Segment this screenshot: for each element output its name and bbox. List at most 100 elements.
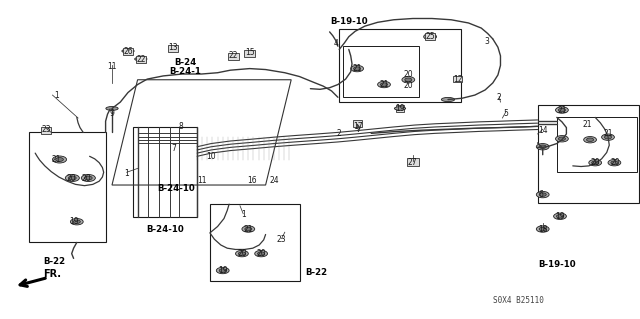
Text: 19: 19: [218, 266, 228, 275]
Circle shape: [378, 81, 390, 88]
Circle shape: [605, 135, 612, 139]
Circle shape: [558, 108, 566, 112]
Circle shape: [239, 252, 246, 256]
Bar: [407, 158, 419, 166]
Circle shape: [84, 176, 92, 180]
Text: 21: 21: [583, 120, 592, 129]
Circle shape: [351, 65, 364, 72]
Circle shape: [584, 137, 596, 143]
Bar: [244, 50, 255, 57]
Circle shape: [73, 220, 81, 223]
Text: 11: 11: [108, 63, 116, 71]
Bar: [41, 127, 51, 134]
Circle shape: [608, 160, 621, 166]
Text: 20: 20: [256, 249, 266, 258]
Bar: [168, 45, 178, 52]
Text: 6: 6: [538, 190, 543, 199]
Circle shape: [540, 227, 547, 231]
Text: 17: 17: [353, 122, 364, 130]
Circle shape: [219, 269, 227, 272]
Text: 1: 1: [54, 91, 59, 100]
Text: 10: 10: [206, 152, 216, 161]
Circle shape: [424, 33, 436, 40]
Text: 5: 5: [503, 109, 508, 118]
Circle shape: [236, 250, 248, 257]
Text: 2: 2: [337, 129, 342, 138]
Text: 24: 24: [269, 176, 279, 185]
Circle shape: [405, 78, 412, 82]
Text: 19: 19: [555, 212, 565, 221]
Circle shape: [558, 137, 566, 140]
Text: 20: 20: [403, 81, 413, 90]
Circle shape: [68, 176, 76, 180]
Bar: [123, 48, 133, 55]
Text: 2: 2: [497, 93, 502, 102]
Text: 20: 20: [403, 70, 413, 79]
Text: 7: 7: [172, 144, 177, 153]
Bar: [396, 105, 404, 112]
Text: B-24-10: B-24-10: [147, 225, 184, 234]
Circle shape: [402, 77, 415, 83]
Text: 22: 22: [229, 51, 238, 60]
Bar: [538, 105, 639, 203]
Circle shape: [556, 107, 568, 113]
Text: 14: 14: [538, 126, 548, 135]
Text: 1: 1: [241, 210, 246, 219]
Circle shape: [592, 161, 599, 165]
Bar: [557, 117, 637, 172]
Bar: [353, 120, 362, 127]
Circle shape: [589, 160, 602, 166]
Circle shape: [216, 267, 229, 274]
Text: 20: 20: [590, 158, 600, 167]
Circle shape: [255, 250, 268, 257]
Text: 23: 23: [276, 235, 287, 244]
Circle shape: [540, 193, 547, 197]
Ellipse shape: [134, 57, 147, 61]
Text: FR.: FR.: [44, 269, 61, 279]
Circle shape: [81, 174, 95, 182]
Bar: [453, 76, 462, 82]
Text: 11: 11: [197, 176, 206, 185]
Text: 8: 8: [178, 122, 183, 130]
Circle shape: [380, 83, 388, 86]
Bar: [339, 29, 461, 102]
Text: B-19-10: B-19-10: [330, 17, 367, 26]
Text: 20: 20: [67, 174, 77, 183]
Text: 19: 19: [68, 217, 79, 226]
Text: B-24-1: B-24-1: [170, 67, 202, 76]
Text: 21: 21: [244, 225, 253, 234]
Text: 3: 3: [484, 37, 489, 46]
Circle shape: [354, 67, 361, 70]
Bar: [228, 53, 239, 60]
Text: B-24: B-24: [175, 58, 196, 67]
Text: B-24-10: B-24-10: [157, 184, 195, 193]
Text: B-22: B-22: [306, 268, 328, 277]
Circle shape: [536, 191, 549, 198]
Text: 21: 21: [557, 106, 566, 115]
Text: 27: 27: [408, 158, 418, 167]
Circle shape: [536, 144, 549, 150]
Text: 21: 21: [52, 155, 61, 164]
Text: 21: 21: [353, 64, 362, 73]
Circle shape: [602, 134, 614, 140]
Text: 20: 20: [237, 249, 247, 258]
Circle shape: [427, 35, 434, 39]
Circle shape: [65, 174, 79, 182]
Bar: [343, 46, 419, 97]
Bar: [210, 204, 300, 281]
Text: S0X4 B25110: S0X4 B25110: [493, 296, 544, 305]
Circle shape: [557, 215, 564, 218]
Bar: [425, 33, 435, 40]
Ellipse shape: [442, 98, 454, 102]
Text: B-19-10: B-19-10: [538, 260, 575, 269]
Circle shape: [536, 226, 549, 232]
Text: 12: 12: [453, 75, 462, 84]
Text: 4: 4: [333, 39, 339, 48]
Circle shape: [554, 213, 566, 219]
Text: 15: 15: [244, 48, 255, 57]
Text: 23: 23: [41, 125, 51, 134]
Circle shape: [611, 161, 618, 165]
Ellipse shape: [106, 107, 118, 110]
Text: 26: 26: [123, 47, 133, 56]
Text: 1: 1: [124, 169, 129, 178]
